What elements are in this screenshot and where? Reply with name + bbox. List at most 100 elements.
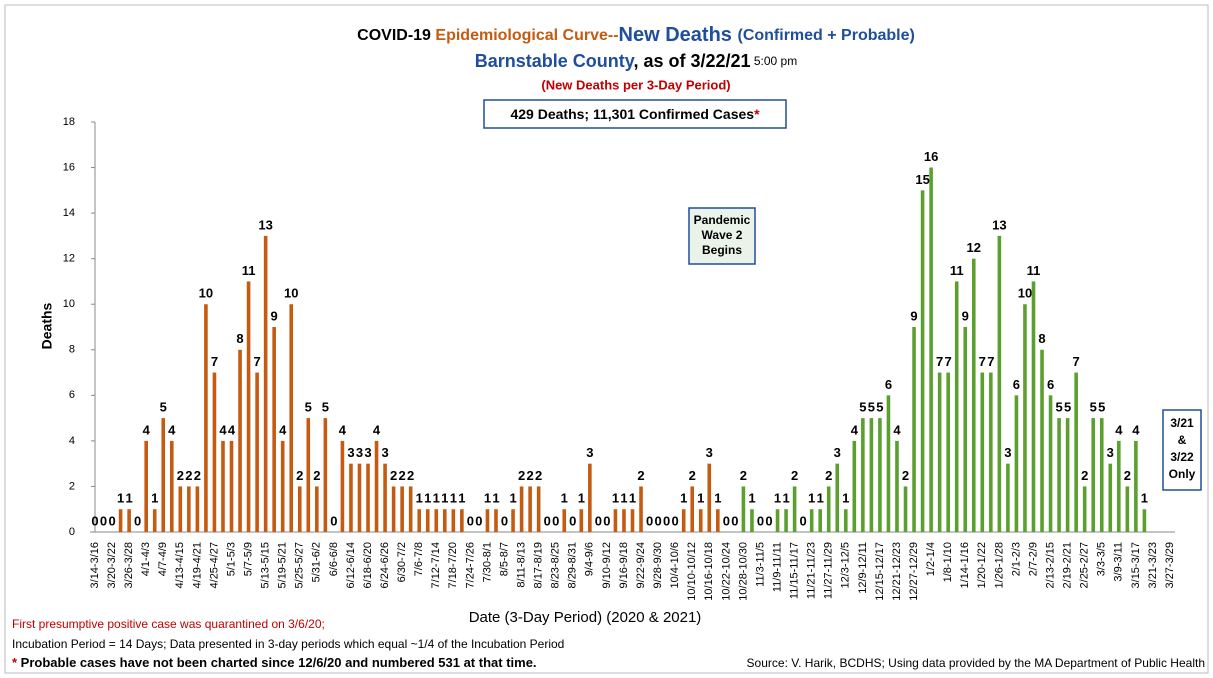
x-tick-label: 10/28-10/30 — [737, 542, 749, 601]
bar — [929, 167, 933, 533]
data-label: 1 — [817, 491, 824, 506]
data-label: 3 — [834, 445, 841, 460]
data-label: 2 — [185, 468, 192, 483]
x-tick-label: 8/11-8/13 — [515, 542, 527, 588]
bar — [169, 440, 174, 532]
bar — [221, 440, 225, 532]
data-label: 7 — [945, 354, 952, 369]
data-label: 1 — [697, 491, 704, 506]
data-label: 0 — [731, 513, 738, 528]
x-tick-label: 12/15-12/17 — [874, 542, 886, 601]
data-label: 6 — [885, 377, 892, 392]
bar — [511, 509, 515, 532]
data-label: 2 — [177, 468, 184, 483]
title-part: Barnstable County — [475, 51, 635, 71]
bar — [161, 418, 166, 532]
bar — [792, 486, 797, 532]
x-tick-label: 2/13-2/15 — [1044, 542, 1056, 588]
y-tick-label: 8 — [69, 344, 75, 356]
bar — [1057, 418, 1061, 532]
x-tick-label: 6/12-6/14 — [345, 542, 357, 588]
chart-title: COVID-19 Epidemiological Curve--New Deat… — [357, 24, 915, 46]
data-label: 11 — [950, 263, 964, 278]
data-label: 0 — [723, 513, 730, 528]
bar — [263, 235, 268, 532]
bar — [639, 486, 643, 532]
data-label: 3 — [347, 445, 354, 460]
data-label: 4 — [143, 422, 151, 437]
data-label: 3 — [1004, 445, 1011, 460]
annotation: 3/22 — [1170, 450, 1194, 464]
bar — [1023, 304, 1027, 532]
bar — [195, 486, 200, 532]
bar — [997, 235, 1002, 532]
bar — [954, 281, 959, 532]
bar — [212, 372, 217, 532]
data-label: 0 — [765, 513, 772, 528]
bar — [826, 486, 831, 532]
bar — [1065, 418, 1070, 532]
footnote: Incubation Period = 14 Days; Data presen… — [12, 637, 564, 651]
data-label: 0 — [603, 513, 610, 528]
data-label: 13 — [992, 217, 1006, 232]
data-label: 0 — [569, 513, 576, 528]
data-label: 1 — [509, 491, 516, 506]
y-tick-label: 14 — [63, 207, 75, 219]
data-label: 1 — [424, 491, 431, 506]
x-tick-label: 3/14-3/16 — [89, 542, 101, 588]
data-label: 0 — [475, 513, 482, 528]
y-tick-label: 10 — [63, 298, 75, 310]
footnote-text: Probable cases have not been charted sin… — [17, 655, 536, 670]
data-label: 4 — [228, 422, 236, 437]
bar — [613, 509, 618, 532]
x-tick-label: 11/3-11/5 — [754, 542, 766, 587]
data-label: 2 — [1124, 468, 1131, 483]
y-tick-label: 6 — [69, 389, 75, 401]
x-tick-label: 12/21-12/23 — [891, 542, 903, 601]
bar — [1040, 349, 1044, 532]
x-tick-label: 1/20-1/22 — [976, 542, 988, 588]
data-label: 4 — [279, 422, 287, 437]
x-tick-label: 9/10-9/12 — [601, 542, 613, 588]
bar — [1125, 486, 1130, 532]
x-tick-label: 5/13-5/15 — [260, 542, 272, 588]
bar — [1099, 418, 1104, 532]
x-tick-label: 12/3-12/5 — [840, 542, 852, 588]
data-label: 3 — [586, 445, 593, 460]
x-tick-label: 1/2-1/4 — [925, 542, 937, 576]
bar — [1031, 281, 1036, 532]
x-tick-label: 4/1-4/3 — [140, 542, 152, 576]
bar — [118, 509, 123, 532]
data-label: 5 — [859, 400, 866, 415]
x-tick-label: 8/5-8/7 — [498, 542, 510, 576]
y-tick-label: 2 — [69, 480, 75, 492]
data-label: 2 — [535, 468, 542, 483]
bar — [178, 486, 183, 532]
bar — [1048, 395, 1053, 532]
data-label: 2 — [313, 468, 320, 483]
bar — [818, 509, 822, 532]
data-label: 3 — [706, 445, 713, 460]
bar — [878, 418, 882, 532]
bar — [349, 463, 353, 532]
bar — [775, 509, 780, 532]
bar — [417, 509, 422, 532]
footnote: * Probable cases have not been charted s… — [12, 655, 537, 670]
data-label: 1 — [441, 491, 448, 506]
data-label: 1 — [458, 491, 465, 506]
data-label: 1 — [126, 491, 133, 506]
data-label: 0 — [100, 513, 107, 528]
x-tick-label: 4/13-4/15 — [174, 542, 186, 588]
data-label: 1 — [1141, 491, 1148, 506]
bar — [971, 258, 976, 532]
x-tick-label: 9/28-9/30 — [652, 542, 664, 588]
data-label: 5 — [1064, 400, 1071, 415]
bar — [1142, 509, 1147, 532]
bar — [152, 509, 157, 532]
chart-title-2: Barnstable County, as of 3/22/21 5:00 pm — [475, 51, 797, 71]
y-tick-label: 4 — [69, 435, 75, 447]
data-label: 0 — [134, 513, 141, 528]
bar — [843, 509, 848, 532]
summary-box — [483, 99, 787, 129]
data-label: 0 — [108, 513, 115, 528]
